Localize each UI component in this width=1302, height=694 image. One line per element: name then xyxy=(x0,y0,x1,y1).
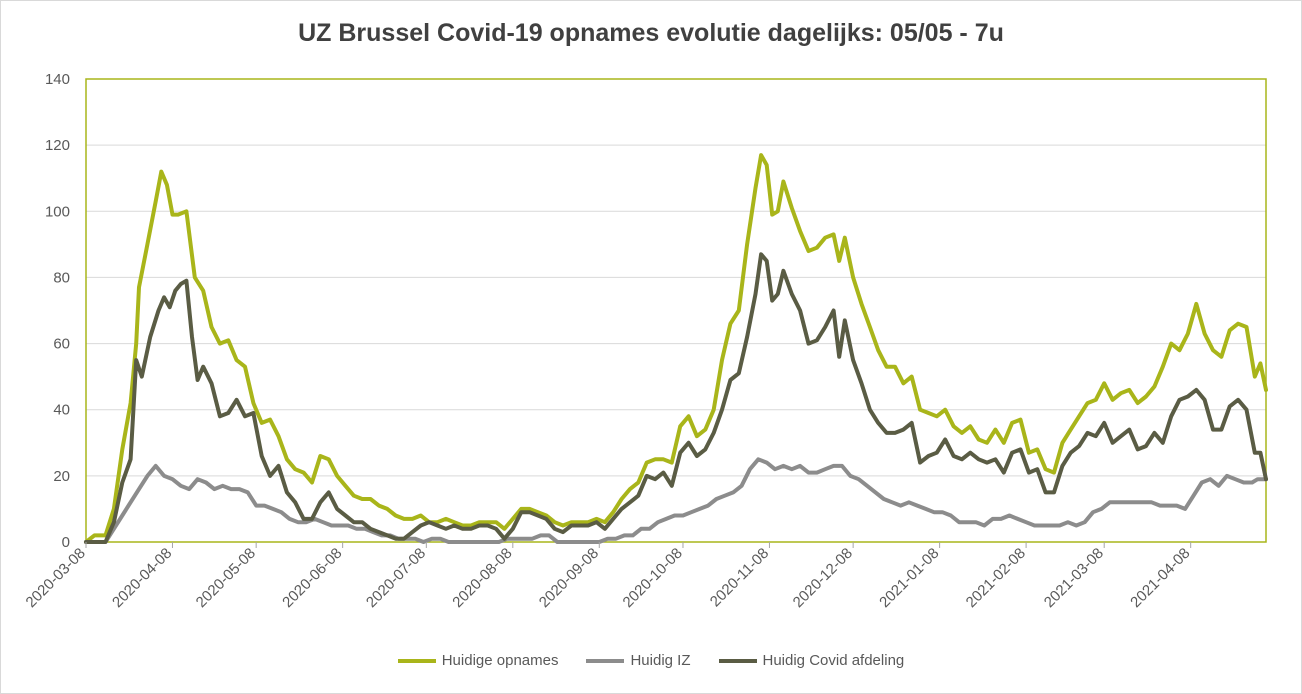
legend-label-opnames: Huidige opnames xyxy=(441,652,559,669)
x-tick-label-2020-05-08: 2020-05-08 xyxy=(193,545,259,611)
x-tick-label-2021-03-08: 2021-03-08 xyxy=(1041,545,1107,611)
legend-label-afdeling: Huidig Covid afdeling xyxy=(762,652,905,669)
x-tick-label-2020-04-08: 2020-04-08 xyxy=(109,545,175,611)
series-line-1 xyxy=(84,153,1268,544)
x-tick-label-2020-10-08: 2020-10-08 xyxy=(620,545,686,611)
x-tick-label-2020-03-08: 2020-03-08 xyxy=(23,545,89,611)
legend-swatch-opnames xyxy=(397,658,436,663)
plot-area-border xyxy=(85,78,1267,543)
y-tick-label-80: 80 xyxy=(53,269,70,286)
x-tick-label-2020-07-08: 2020-07-08 xyxy=(363,545,429,611)
y-tick-label-120: 120 xyxy=(45,137,70,154)
y-tick-label-140: 140 xyxy=(45,71,70,88)
legend-item-opnames[interactable]: Huidige opnames xyxy=(397,652,559,669)
chart-title: UZ Brussel Covid-19 opnames evolutie dag… xyxy=(298,19,1004,47)
legend-label-iz: Huidig IZ xyxy=(630,652,691,669)
y-tick-label-100: 100 xyxy=(45,203,70,220)
legend-item-afdeling[interactable]: Huidig Covid afdeling xyxy=(718,652,905,669)
y-tick-label-60: 60 xyxy=(53,336,70,353)
y-tick-label-40: 40 xyxy=(53,402,70,419)
x-tick-label-2020-09-08: 2020-09-08 xyxy=(536,545,602,611)
y-tick-label-20: 20 xyxy=(53,468,70,485)
legend-item-iz[interactable]: Huidig IZ xyxy=(586,652,691,669)
gridlines xyxy=(86,144,1266,477)
legend-swatch-afdeling xyxy=(718,658,757,663)
y-tick-label-0: 0 xyxy=(62,534,70,551)
x-tick-label-2020-12-08: 2020-12-08 xyxy=(790,545,856,611)
x-tick-label-2021-01-08: 2021-01-08 xyxy=(876,545,942,611)
x-tick-label-2021-04-08: 2021-04-08 xyxy=(1127,545,1193,611)
series-line-2 xyxy=(84,457,1268,544)
legend-swatch-iz xyxy=(586,658,625,663)
x-tick-label-2020-08-08: 2020-08-08 xyxy=(449,545,515,611)
series-lines xyxy=(84,153,1268,544)
x-tick-label-2020-06-08: 2020-06-08 xyxy=(279,545,345,611)
series-line-3 xyxy=(84,252,1268,544)
x-tick-label-2020-11-08: 2020-11-08 xyxy=(707,545,772,610)
legend: Huidige opnames Huidig IZ Huidig Covid a… xyxy=(1,652,1301,669)
y-axis-ticks: 0 20 40 60 80 100 120 140 xyxy=(45,71,70,551)
x-tick-label-2021-02-08: 2021-02-08 xyxy=(963,545,1029,611)
x-axis-ticks: 2020-03-08 2020-04-08 2020-05-08 2020-06-08… xyxy=(23,542,1194,611)
